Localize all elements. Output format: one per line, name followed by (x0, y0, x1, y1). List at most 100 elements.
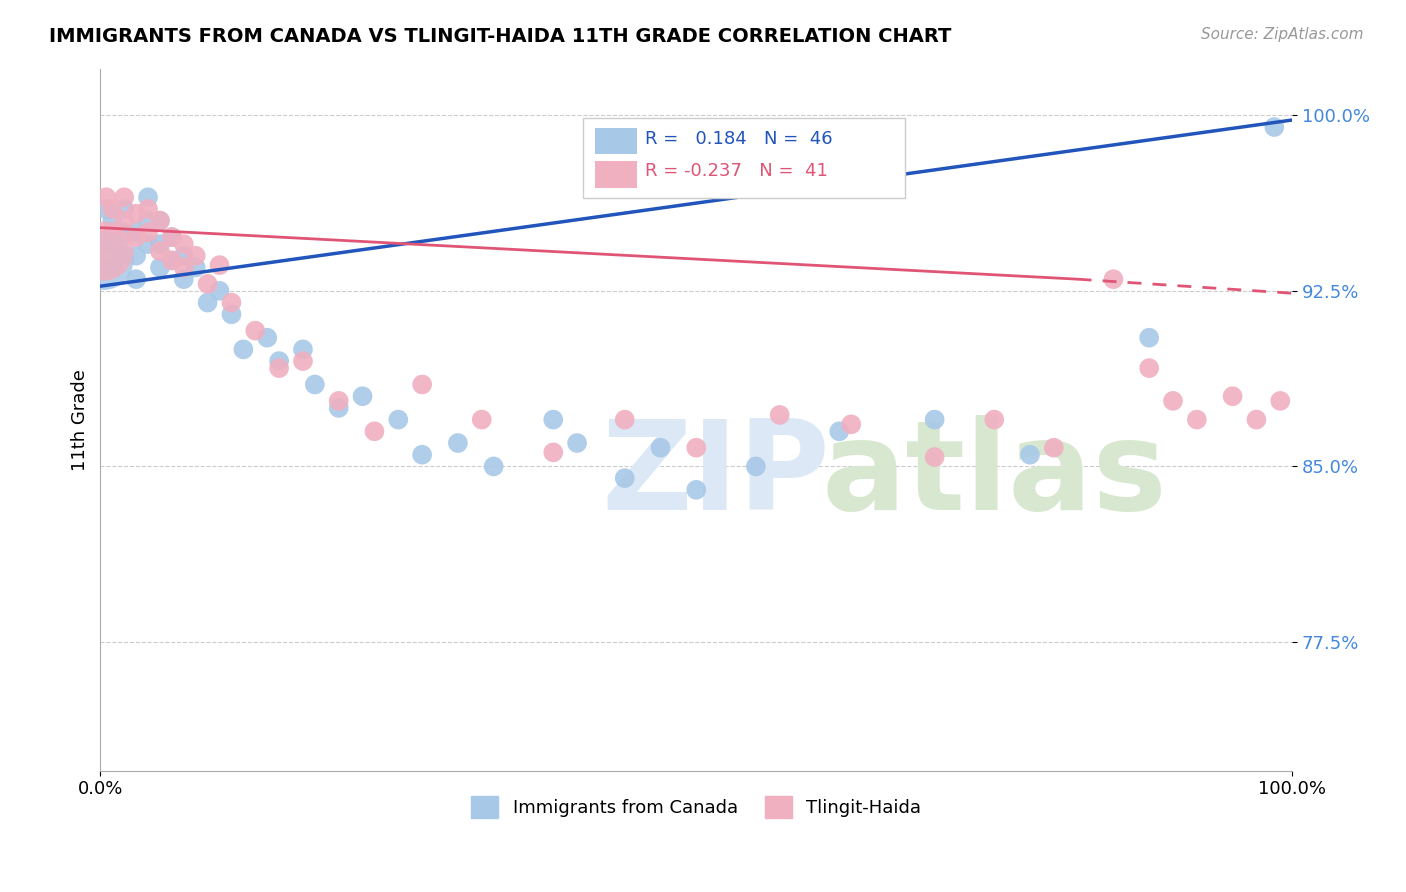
Point (112, 225, 135, 239)
Point (839, 417, 862, 432)
Point (291, 343, 314, 357)
Point (411, 448, 433, 462)
Point (136, 213, 159, 227)
Point (160, 230, 183, 244)
Legend: Immigrants from Canada, Tlingit-Haida: Immigrants from Canada, Tlingit-Haida (464, 789, 928, 825)
Point (112, 190, 135, 204)
Point (1185, 412, 1208, 426)
Point (149, 213, 172, 227)
Point (173, 249, 195, 263)
Point (197, 295, 219, 310)
Point (125, 207, 148, 221)
Point (149, 260, 172, 275)
Point (149, 213, 172, 227)
Point (136, 190, 159, 204)
Point (613, 412, 636, 426)
Point (136, 202, 159, 216)
Point (232, 343, 254, 357)
Point (269, 354, 291, 368)
Point (93, 244, 115, 258)
Point (149, 237, 172, 252)
Point (101, 260, 124, 275)
Point (328, 401, 350, 415)
Point (245, 324, 267, 338)
Point (269, 361, 291, 376)
Point (221, 295, 243, 310)
Point (685, 483, 707, 497)
Point (685, 441, 707, 455)
Point (1270, 393, 1292, 408)
Point (1043, 441, 1066, 455)
Point (411, 377, 433, 392)
Point (149, 244, 172, 258)
Text: R =   0.184   N =  46: R = 0.184 N = 46 (645, 130, 832, 148)
Point (541, 445, 564, 459)
Point (304, 377, 326, 392)
Point (924, 412, 946, 426)
Point (828, 425, 851, 439)
Point (924, 450, 946, 464)
Point (160, 253, 183, 268)
Point (565, 436, 588, 450)
Text: ZIP: ZIP (600, 416, 830, 536)
Point (184, 260, 207, 275)
Point (112, 213, 135, 227)
Point (136, 237, 159, 252)
Text: atlas: atlas (821, 416, 1167, 536)
Point (471, 412, 494, 426)
Y-axis label: 11th Grade: 11th Grade (72, 368, 89, 471)
Point (291, 354, 314, 368)
Point (1102, 272, 1125, 286)
Point (101, 237, 124, 252)
Point (1137, 361, 1160, 376)
Point (387, 412, 409, 426)
Point (136, 225, 159, 239)
Point (101, 202, 124, 216)
Point (184, 249, 207, 263)
Point (160, 253, 183, 268)
Point (125, 249, 148, 263)
Point (1222, 389, 1244, 403)
Point (1137, 331, 1160, 345)
Point (541, 412, 564, 426)
Point (101, 213, 124, 227)
Point (352, 389, 374, 403)
Point (96, 190, 118, 204)
Point (1246, 412, 1268, 426)
Point (650, 441, 672, 455)
Point (125, 272, 148, 286)
Point (745, 459, 768, 474)
Point (197, 277, 219, 291)
FancyBboxPatch shape (595, 128, 637, 154)
Point (613, 471, 636, 485)
Point (160, 230, 183, 244)
FancyBboxPatch shape (583, 118, 905, 198)
Text: IMMIGRANTS FROM CANADA VS TLINGIT-HAIDA 11TH GRADE CORRELATION CHART: IMMIGRANTS FROM CANADA VS TLINGIT-HAIDA … (49, 27, 952, 45)
Point (447, 436, 470, 450)
Point (125, 230, 148, 244)
Point (482, 459, 505, 474)
Point (1161, 393, 1184, 408)
Point (173, 272, 195, 286)
Point (173, 237, 195, 252)
Text: R = -0.237   N =  41: R = -0.237 N = 41 (645, 162, 828, 180)
Point (328, 393, 350, 408)
Point (221, 307, 243, 321)
FancyBboxPatch shape (595, 161, 637, 188)
Point (93, 253, 115, 268)
Text: Source: ZipAtlas.com: Source: ZipAtlas.com (1201, 27, 1364, 42)
Point (983, 412, 1005, 426)
Point (208, 258, 231, 272)
Point (173, 260, 195, 275)
Point (363, 425, 385, 439)
Point (101, 225, 124, 239)
Point (208, 284, 231, 298)
Point (125, 225, 148, 239)
Point (1019, 448, 1042, 462)
Point (769, 408, 792, 422)
Point (112, 202, 135, 216)
Point (256, 331, 278, 345)
Point (96, 202, 118, 216)
Point (1263, 120, 1285, 134)
Point (112, 249, 135, 263)
